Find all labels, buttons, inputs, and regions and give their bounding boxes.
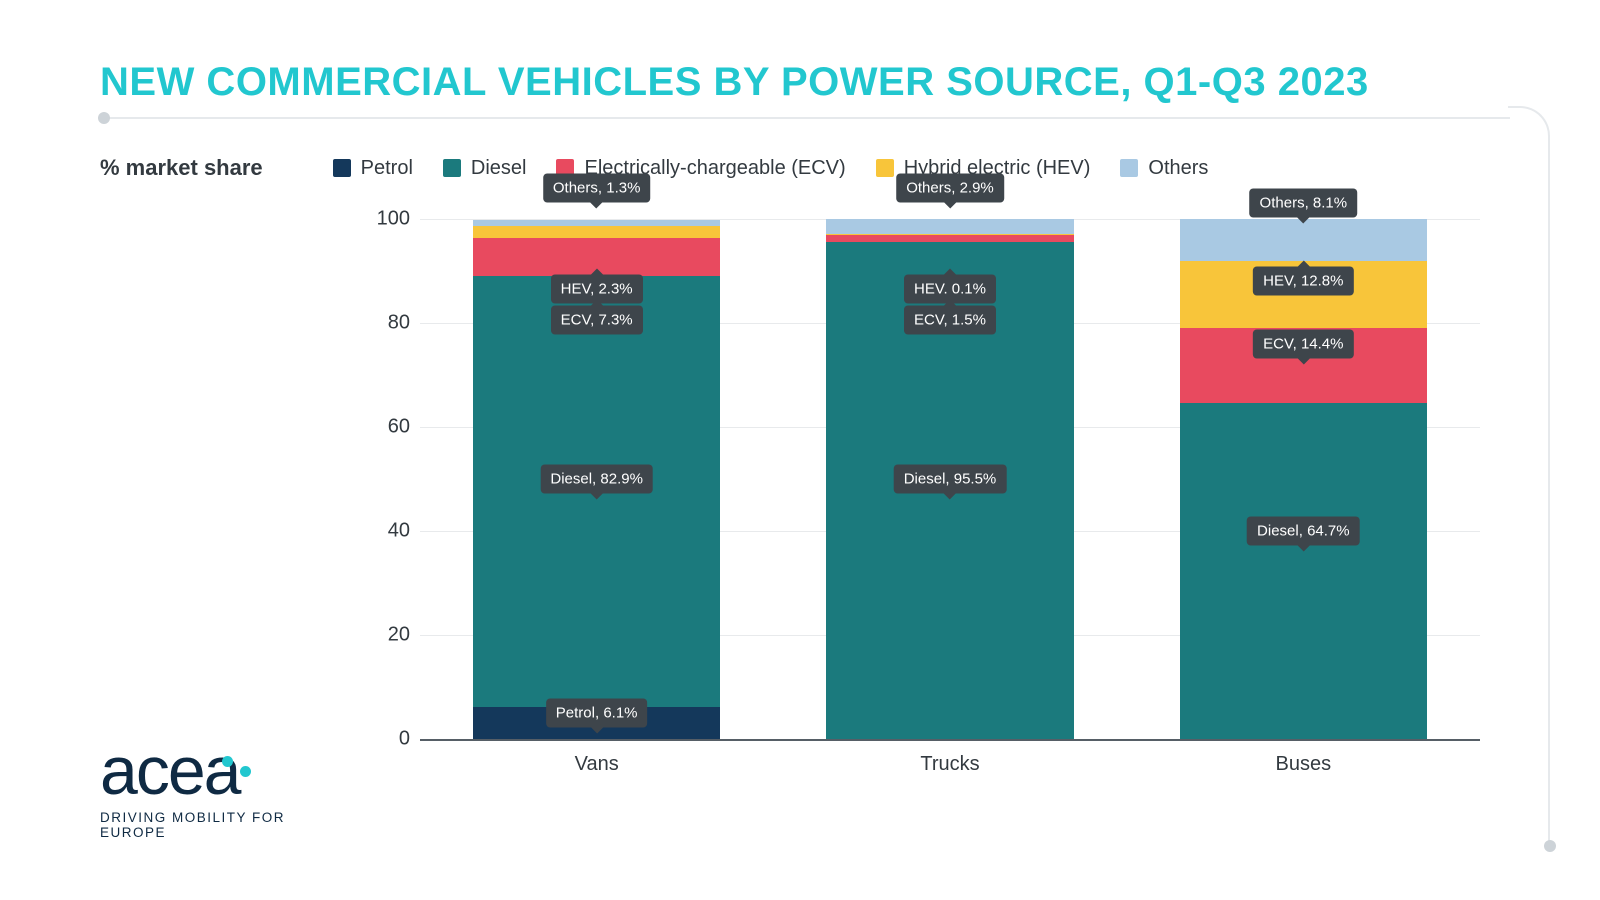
title-divider (100, 117, 1510, 119)
y-tick-label: 0 (360, 728, 410, 751)
data-callout: Diesel, 95.5% (894, 465, 1007, 494)
logo-dot-icon (222, 756, 233, 767)
data-callout: Diesel, 82.9% (540, 465, 653, 494)
x-tick-label: Vans (575, 753, 619, 776)
legend-swatch-icon (333, 159, 351, 177)
y-tick-label: 100 (360, 208, 410, 231)
data-callout: HEV, 12.8% (1253, 267, 1353, 296)
x-tick-label: Trucks (920, 753, 979, 776)
legend-swatch-icon (1120, 159, 1138, 177)
data-callout: ECV, 7.3% (551, 306, 643, 335)
bar-segment-others (473, 220, 720, 227)
plot-area: Petrol, 6.1% Diesel, 82.9% ECV, 7.3%HEV, 2… (420, 219, 1480, 739)
legend: PetrolDieselElectrically-chargeable (ECV… (333, 157, 1209, 180)
data-callout: Others, 8.1% (1250, 189, 1358, 218)
chart-area: 0 20 40 60 80 100 Petrol, 6.1% Diesel, 82.9% EC… (360, 199, 1500, 779)
legend-swatch-icon (443, 159, 461, 177)
legend-item-petrol: Petrol (333, 157, 413, 180)
bar-segment-others (1180, 219, 1427, 261)
y-tick-label: 40 (360, 520, 410, 543)
y-axis-label: % market share (100, 155, 263, 181)
divider-dot-icon (98, 112, 110, 124)
chart-title: NEW COMMERCIAL VEHICLES BY POWER SOURCE,… (100, 60, 1510, 105)
legend-label: Diesel (471, 157, 527, 180)
legend-item-diesel: Diesel (443, 157, 527, 180)
legend-swatch-icon (876, 159, 894, 177)
page-root: NEW COMMERCIAL VEHICLES BY POWER SOURCE,… (0, 0, 1600, 900)
logo-wordmark: acea (100, 744, 340, 798)
bar-segment-hev (473, 226, 720, 238)
data-callout: HEV. 0.1% (904, 275, 996, 304)
x-tick-label: Buses (1276, 753, 1332, 776)
logo-text: acea (100, 733, 239, 809)
y-tick-label: 80 (360, 312, 410, 335)
header-row: % market share PetrolDieselElectrically-… (100, 155, 1510, 181)
data-callout: ECV, 14.4% (1253, 329, 1353, 358)
x-axis-line (420, 739, 1480, 741)
y-tick-label: 20 (360, 624, 410, 647)
frame-dot-icon (1544, 840, 1556, 852)
legend-label: Others (1148, 157, 1208, 180)
data-callout: ECV, 1.5% (904, 306, 996, 335)
legend-label: Petrol (361, 157, 413, 180)
acea-logo: acea DRIVING MOBILITY FOR EUROPE (100, 744, 340, 840)
data-callout: Others, 1.3% (543, 173, 651, 202)
bar-segment-others (826, 219, 1073, 234)
bar-segment-hev (826, 234, 1073, 235)
data-callout: Others, 2.9% (896, 173, 1004, 202)
logo-tagline: DRIVING MOBILITY FOR EUROPE (100, 810, 340, 840)
y-tick-label: 60 (360, 416, 410, 439)
data-callout: HEV, 2.3% (551, 275, 643, 304)
bar-segment-diesel (1180, 403, 1427, 739)
logo-dot-icon (240, 766, 251, 777)
legend-item-others: Others (1120, 157, 1208, 180)
bar-segment-ecv (826, 235, 1073, 243)
frame-border-decoration (1508, 106, 1550, 848)
data-callout: Diesel, 64.7% (1247, 517, 1360, 546)
data-callout: Petrol, 6.1% (546, 699, 648, 728)
